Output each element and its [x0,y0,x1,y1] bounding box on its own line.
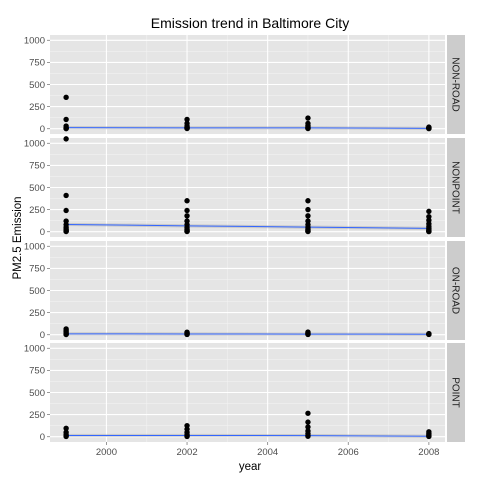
data-point [305,228,311,235]
data-point [63,425,69,431]
y-tick-label: 0 [40,227,45,238]
y-tick-label: 250 [29,308,45,319]
data-point [305,198,311,204]
y-tick-label: 750 [29,366,45,377]
y-tick-label: 500 [29,183,45,194]
chart-title: Emission trend in Baltimore City [151,15,349,31]
data-point [426,208,432,215]
facet-panels: 0 250 500 750 1000 NON-ROAD 0 250 500 750 1000 NONP… [24,35,465,458]
y-tick-label: 0 [40,432,45,443]
smooth-line [66,434,429,437]
data-point [63,228,69,235]
facet-panel-point: 0 250 500 750 1000 POINT [24,343,465,443]
data-point [426,331,432,338]
y-tick-label: 1000 [24,242,45,253]
x-tick-label: 2006 [338,447,359,458]
data-point [184,207,190,214]
facet-strip-label: NON-ROAD [450,57,461,111]
y-tick-label: 0 [40,330,45,341]
data-point [63,136,69,142]
facet-strip-label: ON-ROAD [450,267,461,314]
y-tick-label: 500 [29,80,45,91]
data-point [305,424,311,430]
smooth-line [66,223,429,229]
data-point [63,125,69,132]
facet-panel-nonpoint: 0 250 500 750 1000 NONPOINT [24,136,465,238]
facet-strip [447,138,465,237]
data-point [305,206,311,213]
y-tick-label: 250 [29,410,45,421]
data-point [63,433,69,440]
facet-strip-label: NONPOINT [450,161,461,214]
facet-panel-on-road: 0 250 500 750 1000 ON-ROAD [24,241,465,341]
facet-strip [447,241,465,340]
y-tick-label: 250 [29,205,45,216]
y-tick-label: 750 [29,58,45,69]
x-tick-label: 2004 [257,447,278,458]
data-point [63,94,69,101]
data-point [63,192,69,199]
data-point [184,433,190,440]
x-tick-label: 2008 [418,447,439,458]
data-point [63,116,69,123]
x-axis-label: year [239,461,262,473]
data-point [184,228,190,235]
y-tick-label: 1000 [24,139,45,150]
facet-panel-non-road: 0 250 500 750 1000 NON-ROAD [24,35,465,135]
y-tick-label: 500 [29,286,45,297]
facet-strip [447,343,465,442]
data-point [426,125,432,132]
data-point [305,115,311,121]
data-point [184,213,190,219]
y-tick-label: 0 [40,124,45,135]
smooth-line [66,127,429,129]
data-point [426,228,432,235]
data-point [305,125,311,132]
facet-strip-label: POINT [450,377,461,408]
data-point [184,125,190,132]
data-point [184,198,190,204]
y-tick-label: 750 [29,264,45,275]
y-tick-label: 500 [29,388,45,399]
y-tick-label: 750 [29,161,45,172]
data-point [184,116,190,123]
data-point [305,433,311,439]
x-tick-label: 2002 [176,447,197,458]
data-point [305,419,311,425]
x-tick-label: 2000 [96,447,117,458]
data-point [305,410,311,416]
data-point [305,213,311,219]
y-tick-label: 250 [29,102,45,113]
data-point [184,331,190,338]
data-point [305,331,311,338]
data-point [426,433,432,440]
y-tick-label: 1000 [24,344,45,355]
y-axis-label: PM2.5 Emission [12,196,24,279]
y-tick-label: 1000 [24,36,45,47]
data-point [63,207,69,214]
data-point [63,331,69,338]
facet-strip [447,35,465,134]
